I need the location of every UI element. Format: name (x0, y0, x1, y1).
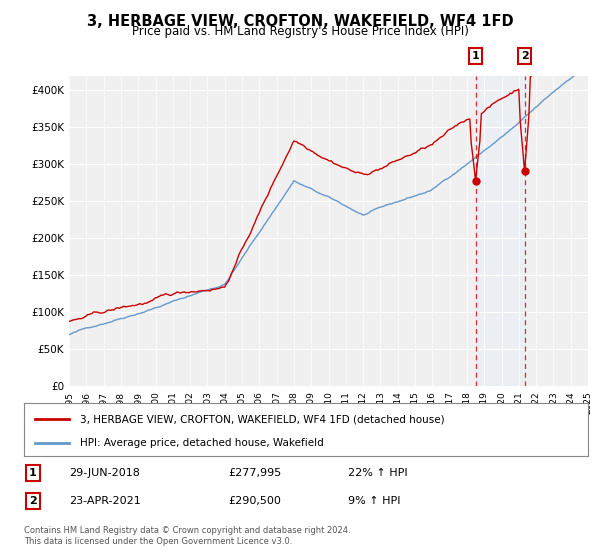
Text: Contains HM Land Registry data © Crown copyright and database right 2024.
This d: Contains HM Land Registry data © Crown c… (24, 526, 350, 546)
Text: £277,995: £277,995 (228, 468, 281, 478)
Text: Price paid vs. HM Land Registry's House Price Index (HPI): Price paid vs. HM Land Registry's House … (131, 25, 469, 38)
Text: 1: 1 (472, 51, 479, 61)
Text: 9% ↑ HPI: 9% ↑ HPI (348, 496, 401, 506)
Text: 29-JUN-2018: 29-JUN-2018 (69, 468, 140, 478)
Text: 1: 1 (29, 468, 37, 478)
Text: £290,500: £290,500 (228, 496, 281, 506)
Text: 3, HERBAGE VIEW, CROFTON, WAKEFIELD, WF4 1FD (detached house): 3, HERBAGE VIEW, CROFTON, WAKEFIELD, WF4… (80, 414, 445, 424)
Text: HPI: Average price, detached house, Wakefield: HPI: Average price, detached house, Wake… (80, 438, 324, 448)
Text: 22% ↑ HPI: 22% ↑ HPI (348, 468, 407, 478)
Text: 2: 2 (29, 496, 37, 506)
Text: 3, HERBAGE VIEW, CROFTON, WAKEFIELD, WF4 1FD: 3, HERBAGE VIEW, CROFTON, WAKEFIELD, WF4… (86, 14, 514, 29)
Text: 23-APR-2021: 23-APR-2021 (69, 496, 141, 506)
Text: 2: 2 (521, 51, 529, 61)
Bar (476, 76, 524, 386)
